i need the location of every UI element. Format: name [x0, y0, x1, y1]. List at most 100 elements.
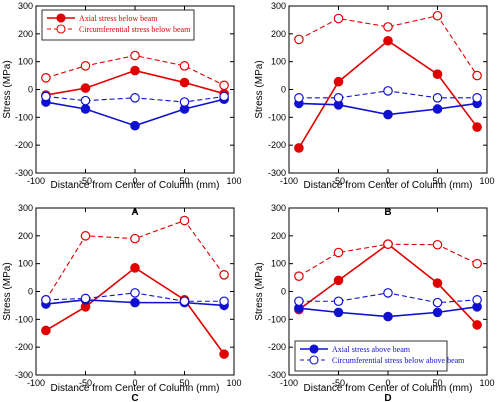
x-tick-label: 0	[385, 378, 390, 388]
y-tick-label: -100	[15, 112, 33, 122]
y-tick-label: 100	[271, 259, 286, 269]
y-tick-label: 0	[281, 85, 286, 95]
data-point	[179, 77, 190, 88]
x-tick-label: -100	[280, 176, 298, 186]
data-point	[41, 73, 51, 83]
legend: Axial stress above beam Circumferential s…	[294, 340, 465, 372]
data-point	[80, 293, 91, 304]
data-point	[130, 233, 140, 244]
data-point	[130, 50, 140, 61]
data-point	[179, 296, 190, 307]
data-point	[383, 109, 393, 120]
data-point	[130, 288, 140, 298]
x-tick-label: -50	[79, 176, 92, 186]
data-point	[41, 91, 51, 102]
x-tick-label: 0	[132, 176, 137, 186]
data-point	[219, 296, 229, 307]
data-point	[432, 307, 443, 318]
y-tick-label: 0	[28, 85, 33, 95]
y-tick-label: -200	[15, 140, 33, 150]
x-tick-label: -50	[332, 176, 345, 186]
data-point	[179, 97, 190, 107]
x-tick-label: -100	[27, 176, 45, 186]
data-point	[80, 61, 91, 71]
y-tick-label: -100	[268, 314, 286, 324]
y-tick-label: 200	[271, 29, 286, 39]
data-point	[432, 93, 443, 103]
data-point	[472, 93, 482, 103]
y-tick-label: 200	[271, 231, 286, 241]
x-tick-label: -100	[280, 378, 298, 388]
x-tick-label: 0	[385, 176, 390, 186]
y-tick-label: -300	[15, 370, 33, 380]
x-tick-label: 100	[479, 176, 494, 186]
y-tick-label: -100	[268, 112, 286, 122]
legend-entry: Axial stress above beam	[332, 345, 411, 354]
data-point	[432, 239, 443, 250]
data-point	[383, 239, 393, 249]
series-line-red-dashed	[45, 219, 225, 301]
data-point	[472, 70, 482, 81]
data-point	[432, 69, 443, 79]
y-tick-label: -200	[268, 342, 286, 352]
legend-swatch-marker	[56, 24, 66, 34]
data-point	[41, 295, 51, 305]
x-axis-label: Distance from Center of Column (mm)	[51, 383, 220, 394]
data-point	[130, 297, 140, 308]
data-point	[333, 275, 344, 286]
legend: Axial stress below beam Circumferential s…	[41, 9, 195, 41]
data-point	[432, 104, 443, 114]
data-point	[130, 93, 140, 103]
y-axis-label: Stress (MPa)	[2, 262, 13, 320]
y-tick-label: 200	[18, 29, 33, 39]
data-point	[294, 271, 304, 281]
data-point	[130, 65, 140, 76]
panel-label: B	[384, 207, 391, 218]
data-point	[432, 297, 443, 308]
data-point	[179, 61, 190, 71]
data-point	[333, 76, 344, 87]
data-point	[80, 104, 91, 114]
data-point	[333, 247, 344, 258]
panel-label: A	[131, 207, 138, 218]
y-axis-label: Stress (MPa)	[2, 60, 13, 118]
y-tick-label: -200	[268, 140, 286, 150]
data-point	[432, 278, 443, 288]
panel-b: -100 -50 0 50 100 -300 -200 -100 0 100 200 300 Dista…	[254, 1, 495, 218]
y-axis-label: Stress (MPa)	[254, 60, 265, 118]
data-point	[432, 10, 443, 21]
data-point	[383, 86, 393, 96]
data-point	[294, 34, 304, 45]
x-tick-label: -50	[332, 378, 345, 388]
data-point	[383, 22, 393, 32]
data-point	[294, 296, 304, 307]
y-tick-label: -300	[268, 168, 286, 178]
series-line-red-solid	[45, 266, 225, 355]
data-point	[333, 93, 344, 103]
x-axis-label: Distance from Center of Column (mm)	[51, 180, 220, 191]
legend-swatch-marker	[309, 355, 319, 365]
data-point	[383, 288, 393, 298]
x-tick-label: 100	[226, 378, 241, 388]
x-axis-label: Distance from Center of Column (mm)	[304, 180, 473, 191]
data-point	[219, 80, 229, 91]
y-tick-label: -200	[15, 342, 33, 352]
data-point	[472, 320, 482, 330]
y-tick-label: -100	[15, 314, 33, 324]
x-tick-label: 100	[226, 176, 241, 186]
x-tick-label: 50	[432, 378, 442, 388]
data-point	[333, 13, 344, 24]
legend-box	[294, 340, 448, 372]
panel-d: -100 -50 0 50 100 -300 -200 -100 0 100 200 300 Dista…	[254, 203, 495, 402]
y-tick-label: 200	[18, 231, 33, 241]
data-point	[333, 307, 344, 318]
data-point	[383, 311, 393, 322]
data-point	[130, 120, 140, 131]
x-tick-label: 50	[179, 176, 189, 186]
legend-box	[41, 9, 195, 41]
data-point	[179, 215, 190, 226]
y-tick-label: 300	[271, 203, 286, 213]
y-tick-label: -300	[15, 168, 33, 178]
y-tick-label: 0	[28, 287, 33, 297]
y-tick-label: 100	[18, 259, 33, 269]
